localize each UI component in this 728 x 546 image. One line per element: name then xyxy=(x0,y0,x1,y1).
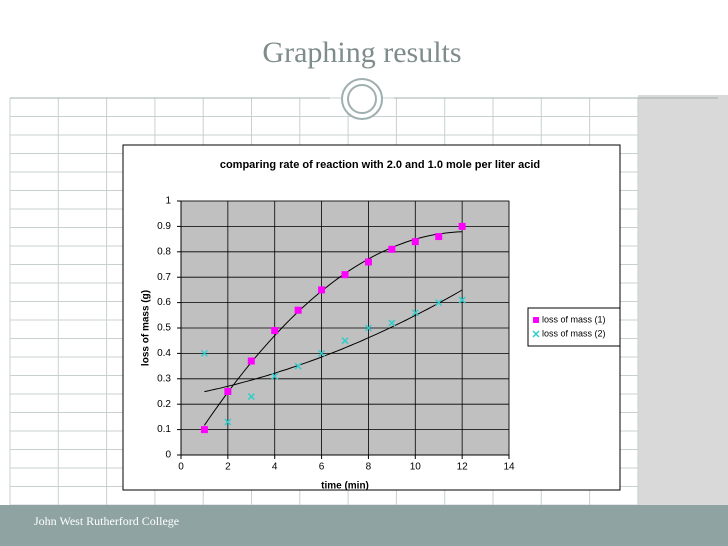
x-tick-label: 2 xyxy=(225,462,231,473)
legend-marker xyxy=(533,317,539,323)
y-tick-label: 0 xyxy=(165,450,171,461)
x-tick-label: 4 xyxy=(272,462,278,473)
chart-title: comparing rate of reaction with 2.0 and … xyxy=(220,159,540,171)
footer-text: John West Rutherford College xyxy=(34,514,179,528)
marker xyxy=(411,309,419,317)
marker xyxy=(247,357,255,365)
x-tick-label: 0 xyxy=(178,462,184,473)
side-panel xyxy=(638,95,728,505)
y-tick-label: 0.8 xyxy=(157,246,171,257)
legend-label: loss of mass (1) xyxy=(542,314,606,324)
marker xyxy=(200,349,208,357)
y-axis-label: loss of mass (g) xyxy=(141,290,152,366)
x-tick-label: 14 xyxy=(503,462,515,473)
marker xyxy=(294,362,302,370)
y-tick-label: 0.4 xyxy=(157,348,171,359)
y-tick-label: 0.7 xyxy=(157,272,171,283)
marker xyxy=(364,324,372,332)
y-tick-label: 0.2 xyxy=(157,399,171,410)
marker xyxy=(271,372,279,380)
marker xyxy=(388,245,396,253)
slide-title: Graphing results xyxy=(262,36,461,69)
marker xyxy=(318,349,326,357)
y-tick-label: 0.6 xyxy=(157,297,171,308)
y-tick-label: 1 xyxy=(165,196,171,207)
trendline xyxy=(203,231,463,426)
marker xyxy=(224,418,232,426)
marker xyxy=(435,233,443,241)
marker xyxy=(341,271,349,279)
marker xyxy=(318,286,326,294)
marker xyxy=(224,388,232,395)
legend xyxy=(527,307,621,347)
y-tick-label: 0.3 xyxy=(157,373,171,384)
marker xyxy=(294,306,302,314)
marker xyxy=(458,296,466,304)
plot: 00.10.20.30.40.50.60.70.80.910 2 4 6 8 10 12 14… xyxy=(157,196,605,473)
x-axis-label: time (min) xyxy=(321,481,369,492)
x-tick-label: 8 xyxy=(366,462,372,473)
marker xyxy=(200,426,208,434)
x-tick-label: 12 xyxy=(457,462,469,473)
marker xyxy=(364,258,372,266)
marker xyxy=(341,337,349,345)
marker xyxy=(388,319,396,327)
marker xyxy=(411,238,419,246)
marker xyxy=(435,299,443,307)
y-tick-label: 0.5 xyxy=(157,323,171,334)
x-tick-label: 6 xyxy=(319,462,325,473)
legend-marker xyxy=(532,330,540,338)
y-tick-label: 0.9 xyxy=(157,221,171,232)
marker xyxy=(247,393,255,401)
y-tick-label: 0.1 xyxy=(157,424,171,435)
marker xyxy=(271,327,279,335)
ornament xyxy=(347,84,377,114)
x-tick-label: 10 xyxy=(410,462,422,473)
marker xyxy=(458,222,466,230)
footer-bar xyxy=(0,505,728,546)
trendline xyxy=(204,289,463,393)
legend-label: loss of mass (2) xyxy=(542,328,606,338)
